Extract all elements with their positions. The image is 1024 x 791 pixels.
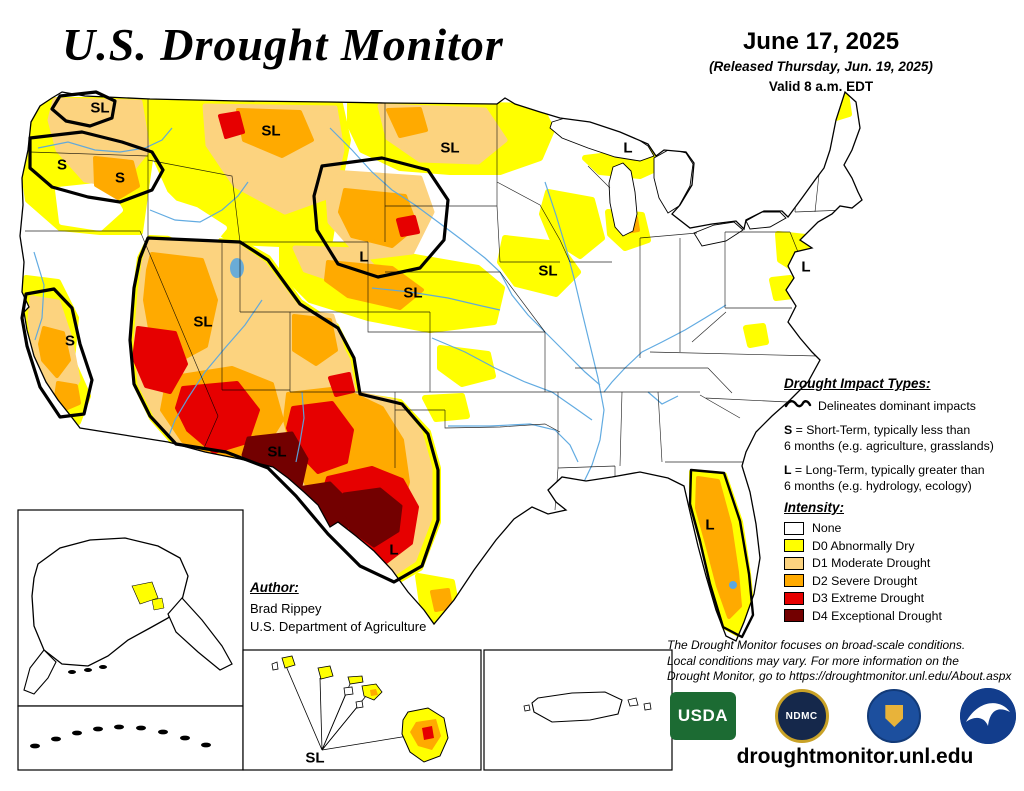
usda-logo: USDA	[670, 692, 736, 740]
intensity-swatch	[784, 556, 804, 570]
author-block: Author: Brad Rippey U.S. Department of A…	[250, 578, 426, 637]
disclaimer: The Drought Monitor focuses on broad-sca…	[667, 638, 1019, 685]
intensity-swatch	[784, 574, 804, 587]
hawaii-inset	[242, 649, 482, 771]
intensity-label: D0 Abnormally Dry	[812, 538, 915, 553]
release-date: (Released Thursday, Jun. 19, 2025)	[709, 59, 933, 74]
puerto-rico-inset	[483, 649, 673, 771]
intensity-swatch	[784, 521, 804, 535]
great-salt-lake	[230, 258, 244, 278]
long-term-text: = Long-Term, typically greater than	[791, 463, 985, 478]
impact-line-caption: Delineates dominant impacts	[818, 398, 976, 413]
impact-types-heading: Drought Impact Types:	[784, 376, 931, 391]
lake-okeechobee	[729, 581, 737, 589]
noaa-bird-icon	[959, 688, 1016, 744]
intensity-level-row: D3 Extreme Drought	[784, 591, 1020, 605]
intensity-levels: None D0 Abnormally Dry D1 Moderate Droug…	[784, 521, 1020, 623]
intensity-swatch	[784, 539, 804, 552]
author-name: Brad Rippey	[250, 600, 322, 616]
intensity-legend: Intensity: None D0 Abnormally Dry D1 Mod…	[784, 500, 1020, 626]
valid-time: Valid 8 a.m. EDT	[768, 79, 874, 94]
intensity-label: None	[812, 521, 842, 535]
impact-outlines	[20, 90, 755, 639]
commerce-shield-icon	[885, 705, 904, 727]
long-term-definition: L = Long-Term, typically greater than 6 …	[784, 463, 1020, 494]
usda-logo-text: USDA	[677, 706, 729, 725]
impact-squiggle-icon	[784, 397, 812, 414]
report-date: June 17, 2025	[742, 28, 900, 55]
page-title: U.S. Drought Monitor	[62, 19, 504, 70]
intensity-label: D4 Exceptional Drought	[812, 608, 942, 623]
long-term-text-2: 6 months (e.g. hydrology, ecology)	[784, 479, 972, 494]
short-term-symbol: S	[784, 423, 793, 437]
commerce-seal-logo	[867, 689, 922, 743]
site-url: droughtmonitor.unl.edu	[736, 745, 974, 768]
intensity-label: D3 Extreme Drought	[812, 591, 925, 605]
aleutians-inset	[17, 705, 244, 771]
short-term-text: = Short-Term, typically less than	[792, 423, 971, 437]
impact-types-legend: Drought Impact Types: Delineates dominan…	[784, 376, 1020, 495]
partner-logos: USDA NDMC	[670, 687, 1016, 745]
intensity-level-row: D1 Moderate Drought	[784, 556, 1020, 570]
intensity-swatch	[784, 591, 804, 605]
intensity-level-row: D2 Severe Drought	[784, 574, 1020, 588]
author-org: U.S. Department of Agriculture	[250, 619, 427, 635]
intensity-label: D1 Moderate Drought	[812, 556, 931, 570]
disclaimer-line-3: Drought Monitor, go to https://droughtmo…	[667, 669, 1012, 684]
short-term-definition: S = Short-Term, typically less than 6 mo…	[784, 423, 1020, 454]
ndmc-logo: NDMC	[774, 689, 829, 743]
rivers	[33, 127, 727, 506]
disclaimer-line-1: The Drought Monitor focuses on broad-sca…	[667, 638, 966, 652]
alaska-inset	[17, 509, 244, 707]
date-block: June 17, 2025 (Released Thursday, Jun. 1…	[695, 28, 947, 94]
intensity-level-row: D0 Abnormally Dry	[784, 539, 1020, 553]
great-lakes	[549, 114, 787, 247]
long-term-symbol: L	[784, 463, 792, 478]
intensity-swatch	[784, 609, 804, 622]
intensity-label: D2 Severe Drought	[812, 573, 918, 588]
noaa-logo	[959, 688, 1016, 744]
ndmc-logo-text: NDMC	[785, 710, 818, 722]
short-term-text-2: 6 months (e.g. agriculture, grasslands)	[784, 438, 994, 453]
author-heading: Author:	[250, 580, 299, 595]
intensity-level-row: D4 Exceptional Drought	[784, 609, 1020, 623]
d4-regions	[241, 431, 403, 548]
none-pockets	[55, 182, 227, 243]
intensity-heading: Intensity:	[784, 500, 845, 515]
disclaimer-line-2: Local conditions may vary. For more info…	[667, 653, 959, 668]
intensity-level-row: None	[784, 521, 1020, 535]
